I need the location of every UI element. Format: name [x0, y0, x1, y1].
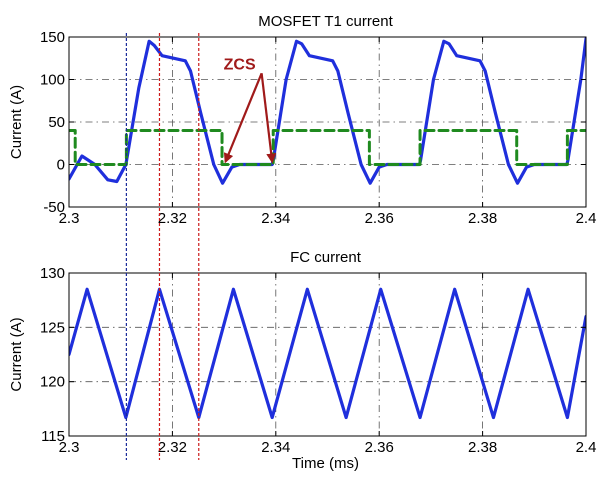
x-tick-label: 2.3 [59, 210, 80, 227]
top-panel-mosfet-current: 2.3 2.32 2.34 2.36 2.38 2.4 -50 0 50 100 150 MOSFET… [8, 13, 596, 227]
zcs-annotation-label: ZCS [224, 56, 256, 73]
x-tick-label: 2.4 [576, 439, 597, 456]
y-axis-label: Current (A) [8, 85, 25, 159]
series-gate-signal-line [69, 129, 586, 166]
x-tick-label: 2.4 [576, 210, 597, 227]
overlay-markers [125, 33, 200, 460]
y-tick-label: -50 [43, 199, 65, 216]
x-tick-label: 2.36 [365, 439, 394, 456]
x-tick-label: 2.36 [365, 210, 394, 227]
y-tick-label: 0 [57, 157, 65, 174]
y-axis-label: Current (A) [8, 317, 25, 391]
y-tick-label: 100 [40, 72, 65, 89]
x-tick-label: 2.38 [468, 210, 497, 227]
x-tick-label: 2.32 [158, 210, 187, 227]
chart-title: FC current [290, 249, 362, 266]
x-axis-label: Time (ms) [292, 455, 359, 472]
bottom-panel-fc-current: 2.3 2.32 2.34 2.36 2.38 2.4 115 120 125 130 FC cur… [8, 249, 596, 472]
x-tick-label: 2.3 [59, 439, 80, 456]
x-tick-label: 2.34 [261, 439, 290, 456]
zcs-arrow [223, 72, 263, 164]
x-tick-label: 2.32 [158, 439, 187, 456]
axes-frame [68, 272, 587, 437]
y-tick-label: 125 [40, 319, 65, 336]
y-tick-label: 150 [40, 29, 65, 46]
zcs-arrow [260, 73, 277, 164]
y-tick-label: 120 [40, 374, 65, 391]
y-tick-label: 130 [40, 265, 65, 282]
y-tick-label: 50 [48, 114, 65, 131]
series-current-line [69, 287, 586, 420]
chart-title: MOSFET T1 current [258, 13, 393, 30]
x-tick-label: 2.34 [261, 210, 290, 227]
x-tick-label: 2.38 [468, 439, 497, 456]
y-tick-label: 115 [41, 428, 65, 445]
